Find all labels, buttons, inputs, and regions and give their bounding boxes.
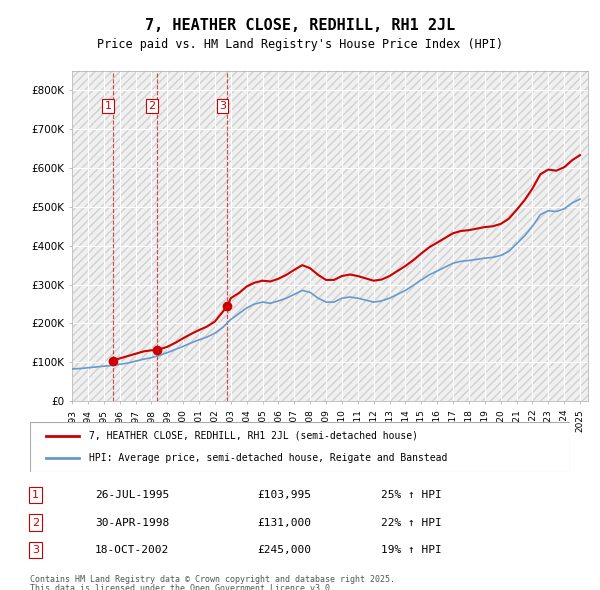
Text: 1: 1 xyxy=(32,490,39,500)
Text: 7, HEATHER CLOSE, REDHILL, RH1 2JL (semi-detached house): 7, HEATHER CLOSE, REDHILL, RH1 2JL (semi… xyxy=(89,431,418,441)
Text: 7, HEATHER CLOSE, REDHILL, RH1 2JL: 7, HEATHER CLOSE, REDHILL, RH1 2JL xyxy=(145,18,455,32)
Text: 25% ↑ HPI: 25% ↑ HPI xyxy=(381,490,442,500)
Text: 1: 1 xyxy=(104,101,112,111)
Text: 26-JUL-1995: 26-JUL-1995 xyxy=(95,490,169,500)
FancyBboxPatch shape xyxy=(30,422,570,472)
Text: 2: 2 xyxy=(32,517,39,527)
Text: £103,995: £103,995 xyxy=(257,490,311,500)
Text: Price paid vs. HM Land Registry's House Price Index (HPI): Price paid vs. HM Land Registry's House … xyxy=(97,38,503,51)
Text: 3: 3 xyxy=(32,545,39,555)
Text: 22% ↑ HPI: 22% ↑ HPI xyxy=(381,517,442,527)
Text: 3: 3 xyxy=(219,101,226,111)
Text: This data is licensed under the Open Government Licence v3.0.: This data is licensed under the Open Gov… xyxy=(30,584,335,590)
Text: £131,000: £131,000 xyxy=(257,517,311,527)
Text: 19% ↑ HPI: 19% ↑ HPI xyxy=(381,545,442,555)
Text: Contains HM Land Registry data © Crown copyright and database right 2025.: Contains HM Land Registry data © Crown c… xyxy=(30,575,395,584)
Text: £245,000: £245,000 xyxy=(257,545,311,555)
Text: 18-OCT-2002: 18-OCT-2002 xyxy=(95,545,169,555)
Text: 2: 2 xyxy=(148,101,155,111)
Text: HPI: Average price, semi-detached house, Reigate and Banstead: HPI: Average price, semi-detached house,… xyxy=(89,453,448,463)
Text: 30-APR-1998: 30-APR-1998 xyxy=(95,517,169,527)
